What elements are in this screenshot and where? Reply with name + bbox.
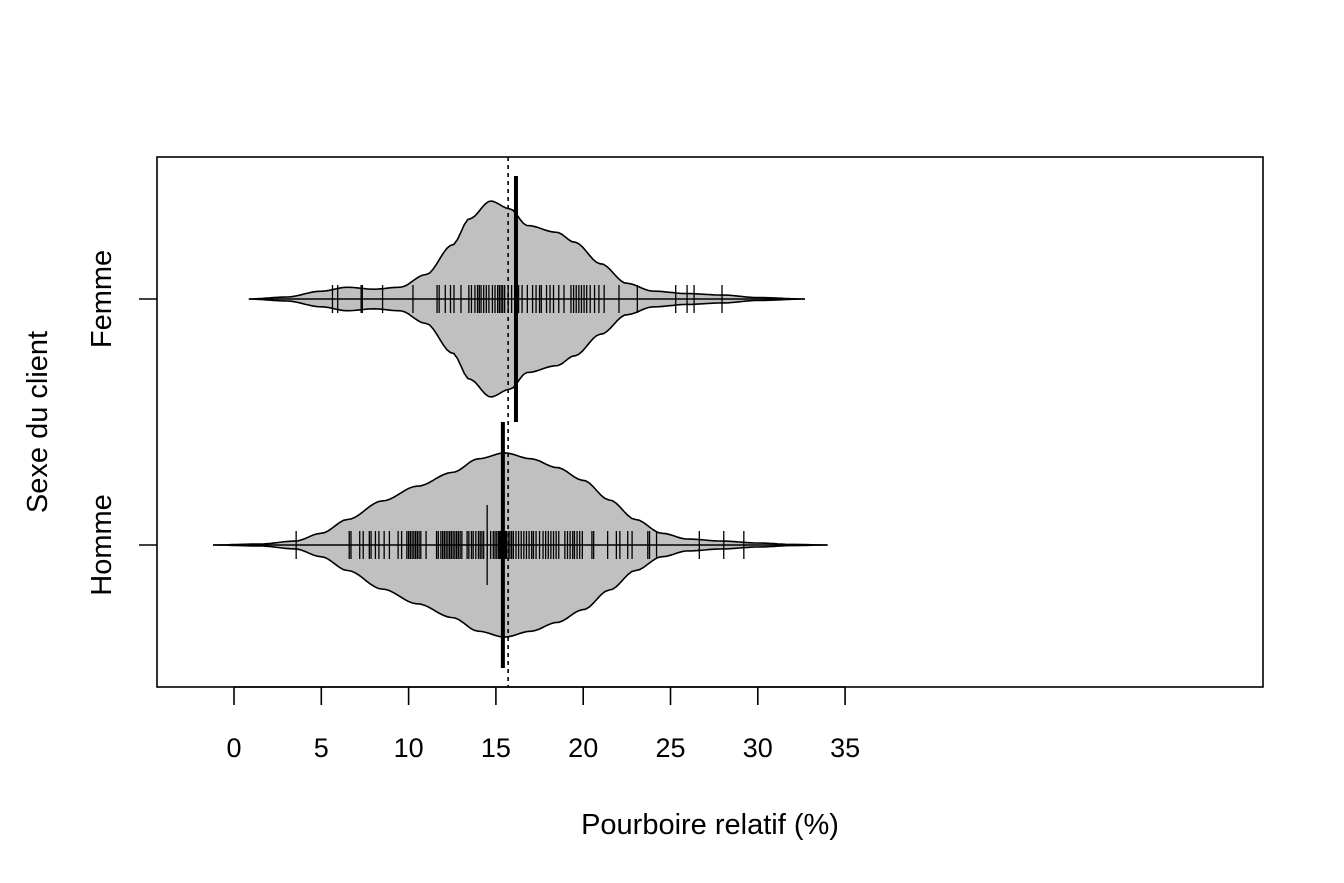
y-axis-title: Sexe du client (22, 331, 54, 513)
plot-frame (156, 156, 1264, 688)
x-tick-label: 30 (743, 733, 773, 763)
x-tick-label: 10 (394, 733, 424, 763)
beans-layer (213, 200, 828, 638)
y-axis: Femme Homme (86, 250, 157, 596)
x-axis: 0 5 10 15 20 25 30 35 (226, 686, 860, 763)
x-tick-label: 15 (481, 733, 511, 763)
y-category-label-femme: Femme (86, 250, 118, 348)
x-tick-label: 20 (568, 733, 598, 763)
x-axis-title: Pourboire relatif (%) (581, 809, 839, 841)
x-tick-label: 25 (655, 733, 685, 763)
x-tick-label: 5 (314, 733, 329, 763)
y-category-label-homme: Homme (86, 494, 118, 596)
x-tick-label: 0 (226, 733, 241, 763)
x-tick-label: 35 (830, 733, 860, 763)
marks-layer (295, 157, 745, 687)
